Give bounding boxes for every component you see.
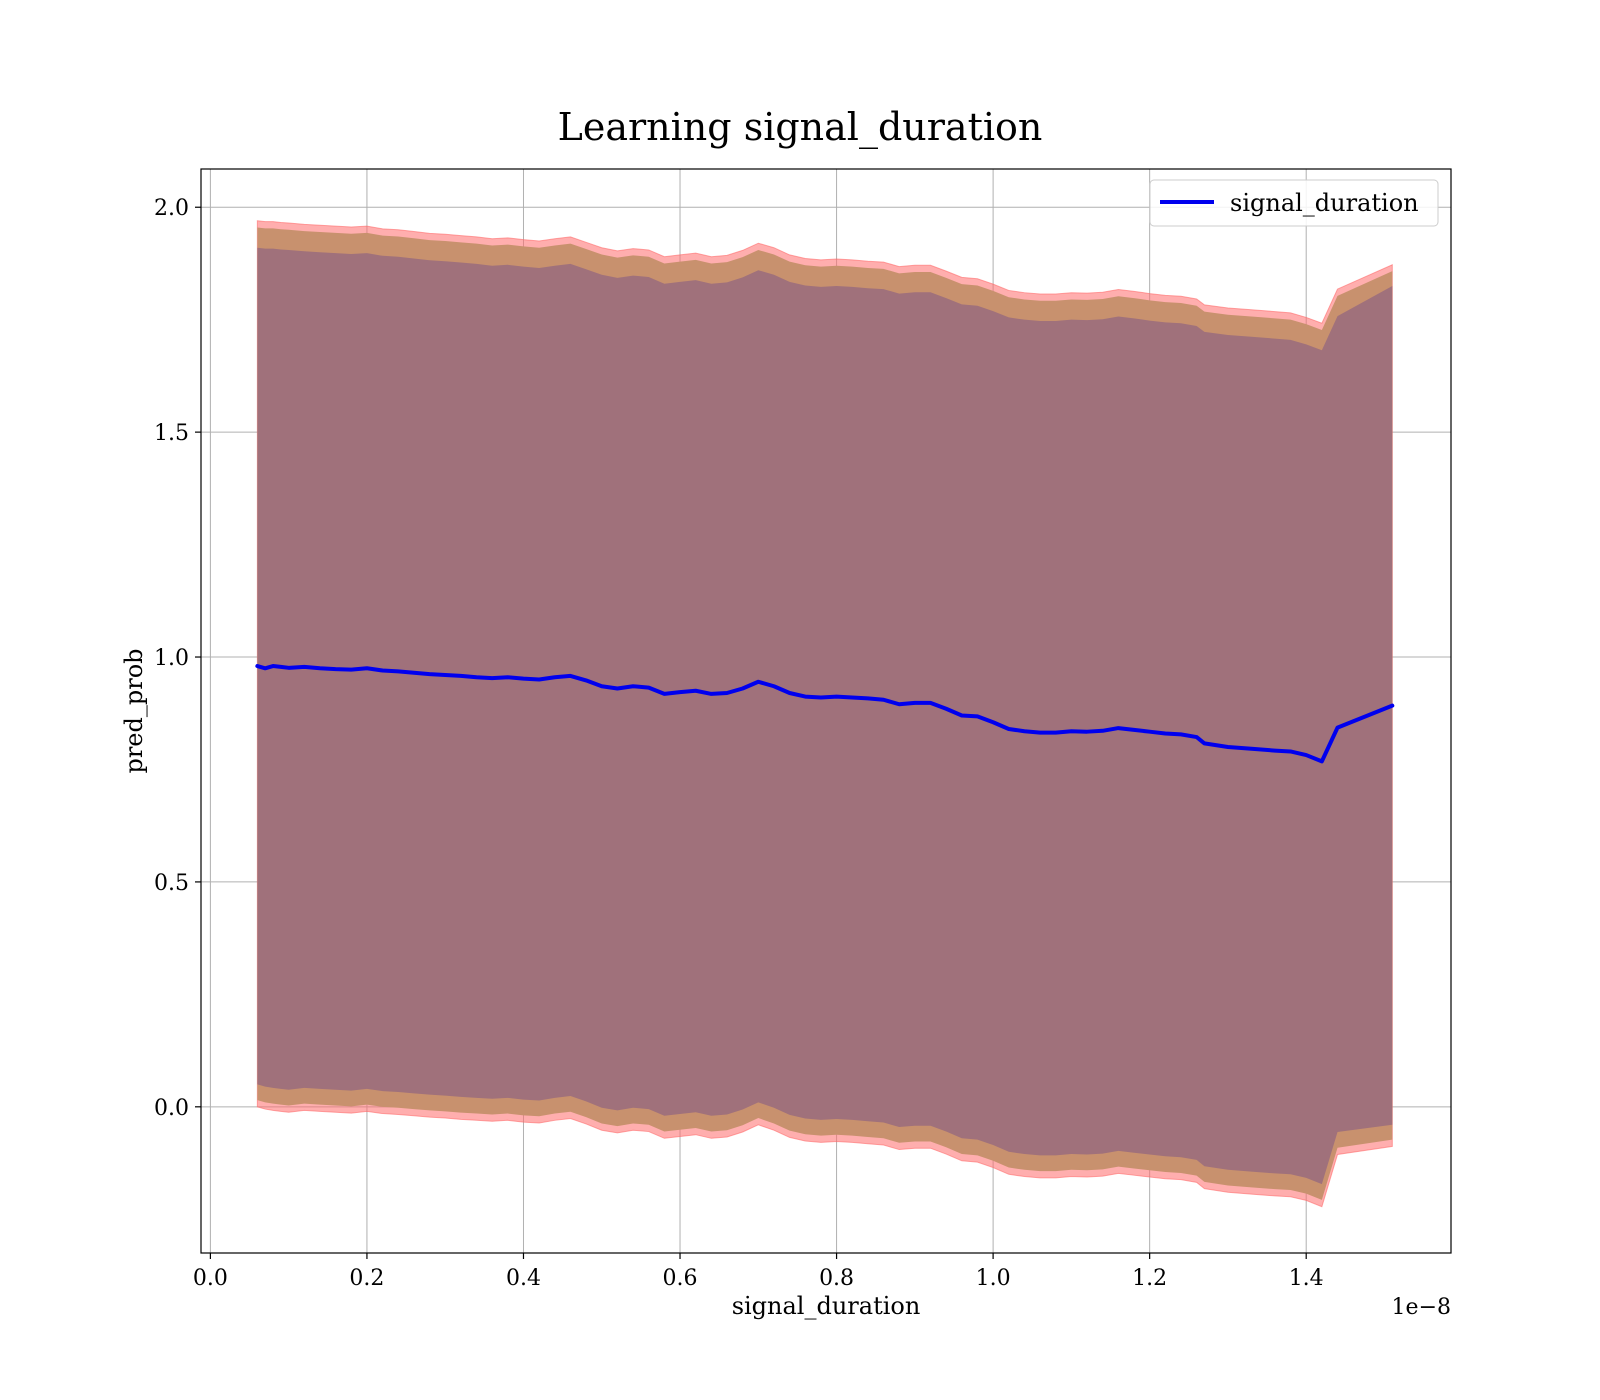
x-tick-label: 1.0 bbox=[976, 1266, 1011, 1291]
x-tick-label: 0.2 bbox=[349, 1266, 384, 1291]
confidence-bands bbox=[256, 220, 1393, 1208]
x-tick-label: 1.2 bbox=[1132, 1266, 1167, 1291]
y-tick-label: 1.0 bbox=[154, 646, 189, 671]
y-tick-label: 0.5 bbox=[154, 871, 189, 896]
y-tick-label: 1.5 bbox=[154, 421, 189, 446]
y-tick-label: 0.0 bbox=[154, 1096, 189, 1121]
x-tick-label: 0.6 bbox=[663, 1266, 698, 1291]
legend-box bbox=[1149, 179, 1439, 227]
y-tick-label: 2.0 bbox=[154, 196, 189, 221]
y-axis-label: pred_prob bbox=[120, 648, 148, 773]
y-axis-ticks: 0.0 0.5 1.0 1.5 2.0 bbox=[154, 196, 201, 1121]
band-inner bbox=[257, 247, 1393, 1185]
x-tick-label: 1.4 bbox=[1289, 1266, 1324, 1291]
x-axis-ticks: 0.0 0.2 0.4 0.6 0.8 1.0 1.2 1.4 bbox=[193, 1253, 1324, 1291]
x-tick-label: 0.0 bbox=[193, 1266, 228, 1291]
x-tick-label: 0.8 bbox=[819, 1266, 854, 1291]
chart-title: Learning signal_duration bbox=[558, 105, 1043, 150]
x-axis-label: signal_duration bbox=[732, 1292, 921, 1320]
plot-frame bbox=[200, 168, 1452, 1254]
series-lines bbox=[255, 664, 1395, 764]
legend-label-signal-duration: signal_duration bbox=[1230, 189, 1419, 217]
x-tick-label: 0.4 bbox=[506, 1266, 541, 1291]
legend: signal_duration bbox=[1149, 179, 1439, 227]
series-line-signal-duration bbox=[255, 664, 1395, 764]
x-axis-offset-label: 1e−8 bbox=[1392, 1295, 1451, 1320]
